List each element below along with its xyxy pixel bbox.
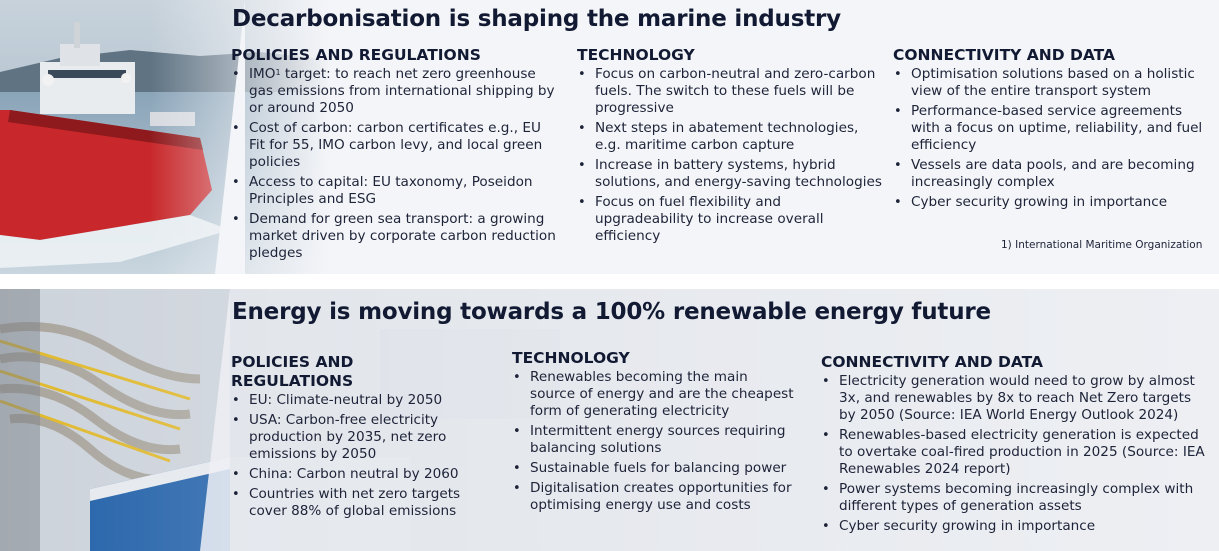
list-item: Intermittent energy sources requiring ba… xyxy=(512,423,797,457)
energy-title: Energy is moving towards a 100% renewabl… xyxy=(232,299,991,325)
energy-policies-heading: POLICIES AND REGULATIONS xyxy=(231,353,354,390)
energy-policies-list: EU: Climate-neutral by 2050 USA: Carbon-… xyxy=(231,392,481,520)
list-item: Focus on carbon-neutral and zero-carbon … xyxy=(577,66,882,117)
marine-title: Decarbonisation is shaping the marine in… xyxy=(232,6,841,32)
list-item: Next steps in abatement technologies, e.… xyxy=(577,120,882,154)
list-item: Electricity generation would need to gro… xyxy=(821,373,1211,424)
list-item: Vessels are data pools, and are becoming… xyxy=(893,157,1208,191)
marine-technology-column: TECHNOLOGY Focus on carbon-neutral and z… xyxy=(577,46,882,248)
marine-connectivity-heading: CONNECTIVITY AND DATA xyxy=(893,46,1116,64)
list-item: Cyber security growing in importance xyxy=(821,518,1211,535)
list-item: Digitalisation creates opportunities for… xyxy=(512,480,797,514)
marine-connectivity-column: CONNECTIVITY AND DATA Optimisation solut… xyxy=(893,46,1208,214)
footnote: 1) International Maritime Organization xyxy=(1001,239,1203,251)
marine-policies-list: IMO1 target: to reach net zero greenhous… xyxy=(231,66,561,262)
list-item: Cost of carbon: carbon certificates e.g.… xyxy=(231,120,561,171)
energy-connectivity-heading: CONNECTIVITY AND DATA xyxy=(821,353,1044,371)
marine-policies-column: POLICIES AND REGULATIONS IMO1 target: to… xyxy=(231,46,561,265)
marine-policies-heading: POLICIES AND REGULATIONS xyxy=(231,46,481,64)
energy-policies-column: POLICIES AND REGULATIONS EU: Climate-neu… xyxy=(231,353,481,523)
list-item: Renewables-based electricity generation … xyxy=(821,427,1211,478)
list-item: Focus on fuel flexibility and upgradeabi… xyxy=(577,194,882,245)
energy-connectivity-column: CONNECTIVITY AND DATA Electricity genera… xyxy=(821,353,1211,538)
list-item: Power systems becoming increasingly comp… xyxy=(821,481,1211,515)
list-item: Sustainable fuels for balancing power xyxy=(512,460,797,477)
list-item: Cyber security growing in importance xyxy=(893,194,1208,211)
list-item: Renewables becoming the main source of e… xyxy=(512,369,797,420)
section-divider xyxy=(0,274,1219,289)
marine-technology-heading: TECHNOLOGY xyxy=(577,46,695,64)
list-item: USA: Carbon-free electricity production … xyxy=(231,412,481,463)
energy-panel: Energy is moving towards a 100% renewabl… xyxy=(0,289,1219,551)
list-item: Optimisation solutions based on a holist… xyxy=(893,66,1208,100)
energy-technology-column: TECHNOLOGY Renewables becoming the main … xyxy=(512,349,797,517)
footnote-marker: 1 xyxy=(275,68,281,77)
marine-connectivity-list: Optimisation solutions based on a holist… xyxy=(893,66,1208,211)
energy-connectivity-list: Electricity generation would need to gro… xyxy=(821,373,1211,535)
list-item: China: Carbon neutral by 2060 xyxy=(231,466,481,483)
list-item: Demand for green sea transport: a growin… xyxy=(231,211,561,262)
list-item: Countries with net zero targets cover 88… xyxy=(231,486,481,520)
marine-panel: Decarbonisation is shaping the marine in… xyxy=(0,0,1219,274)
list-item: IMO1 target: to reach net zero greenhous… xyxy=(231,66,561,117)
list-item: Access to capital: EU taxonomy, Poseidon… xyxy=(231,174,561,208)
list-item: Performance-based service agreements wit… xyxy=(893,103,1208,154)
energy-technology-list: Renewables becoming the main source of e… xyxy=(512,369,797,514)
list-item: Increase in battery systems, hybrid solu… xyxy=(577,157,882,191)
list-item: EU: Climate-neutral by 2050 xyxy=(231,392,481,409)
marine-technology-list: Focus on carbon-neutral and zero-carbon … xyxy=(577,66,882,245)
energy-technology-heading: TECHNOLOGY xyxy=(512,349,630,367)
